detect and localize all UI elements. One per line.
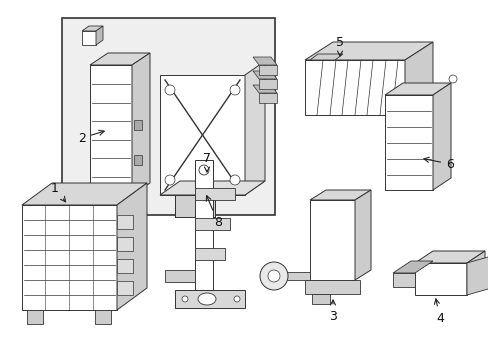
- Circle shape: [164, 175, 175, 185]
- Circle shape: [229, 175, 240, 185]
- Polygon shape: [117, 215, 133, 229]
- Polygon shape: [252, 57, 276, 65]
- Text: 3: 3: [328, 300, 336, 323]
- Polygon shape: [309, 190, 370, 200]
- Circle shape: [260, 262, 287, 290]
- Polygon shape: [90, 53, 150, 65]
- Text: 7: 7: [203, 152, 210, 172]
- Text: 2: 2: [78, 130, 104, 144]
- Text: 1: 1: [51, 181, 65, 202]
- Polygon shape: [305, 280, 359, 294]
- Polygon shape: [432, 83, 450, 190]
- Circle shape: [234, 296, 240, 302]
- Polygon shape: [22, 183, 147, 205]
- Polygon shape: [134, 120, 142, 130]
- Polygon shape: [305, 42, 432, 60]
- Polygon shape: [414, 251, 484, 263]
- Circle shape: [229, 85, 240, 95]
- Polygon shape: [259, 93, 276, 103]
- Polygon shape: [96, 26, 103, 45]
- Polygon shape: [384, 83, 450, 95]
- Polygon shape: [309, 54, 342, 60]
- Text: 8: 8: [206, 196, 222, 229]
- Circle shape: [199, 165, 208, 175]
- Polygon shape: [160, 181, 264, 195]
- Polygon shape: [195, 188, 235, 200]
- Polygon shape: [384, 95, 432, 190]
- Circle shape: [164, 85, 175, 95]
- Polygon shape: [259, 65, 276, 75]
- Polygon shape: [160, 75, 244, 195]
- Ellipse shape: [198, 293, 216, 305]
- Polygon shape: [392, 261, 432, 273]
- Polygon shape: [195, 218, 229, 230]
- Polygon shape: [117, 183, 147, 310]
- Polygon shape: [134, 155, 142, 165]
- Polygon shape: [164, 270, 195, 282]
- Polygon shape: [466, 251, 484, 295]
- Polygon shape: [414, 263, 466, 295]
- Polygon shape: [82, 26, 103, 31]
- Polygon shape: [305, 60, 404, 115]
- Polygon shape: [466, 255, 488, 295]
- Polygon shape: [95, 310, 111, 324]
- Polygon shape: [175, 195, 215, 217]
- Text: 4: 4: [433, 299, 443, 324]
- Polygon shape: [22, 205, 117, 310]
- Polygon shape: [311, 294, 329, 304]
- Polygon shape: [404, 42, 432, 115]
- Polygon shape: [117, 237, 133, 251]
- Polygon shape: [117, 281, 133, 295]
- Polygon shape: [259, 79, 276, 89]
- Circle shape: [448, 75, 456, 83]
- Polygon shape: [132, 53, 150, 195]
- Polygon shape: [282, 272, 309, 280]
- Polygon shape: [82, 31, 96, 45]
- Text: 5: 5: [335, 36, 343, 56]
- Polygon shape: [354, 190, 370, 280]
- Polygon shape: [252, 71, 276, 79]
- Polygon shape: [392, 273, 414, 287]
- Polygon shape: [62, 18, 274, 215]
- Polygon shape: [86, 195, 136, 205]
- Polygon shape: [252, 85, 276, 93]
- Polygon shape: [117, 259, 133, 273]
- Polygon shape: [195, 160, 213, 290]
- Polygon shape: [175, 290, 244, 308]
- Polygon shape: [244, 61, 264, 195]
- Circle shape: [267, 270, 280, 282]
- Polygon shape: [195, 248, 224, 260]
- Text: 6: 6: [423, 157, 453, 171]
- Polygon shape: [309, 200, 354, 280]
- Circle shape: [182, 296, 187, 302]
- Polygon shape: [90, 65, 132, 195]
- Polygon shape: [27, 310, 43, 324]
